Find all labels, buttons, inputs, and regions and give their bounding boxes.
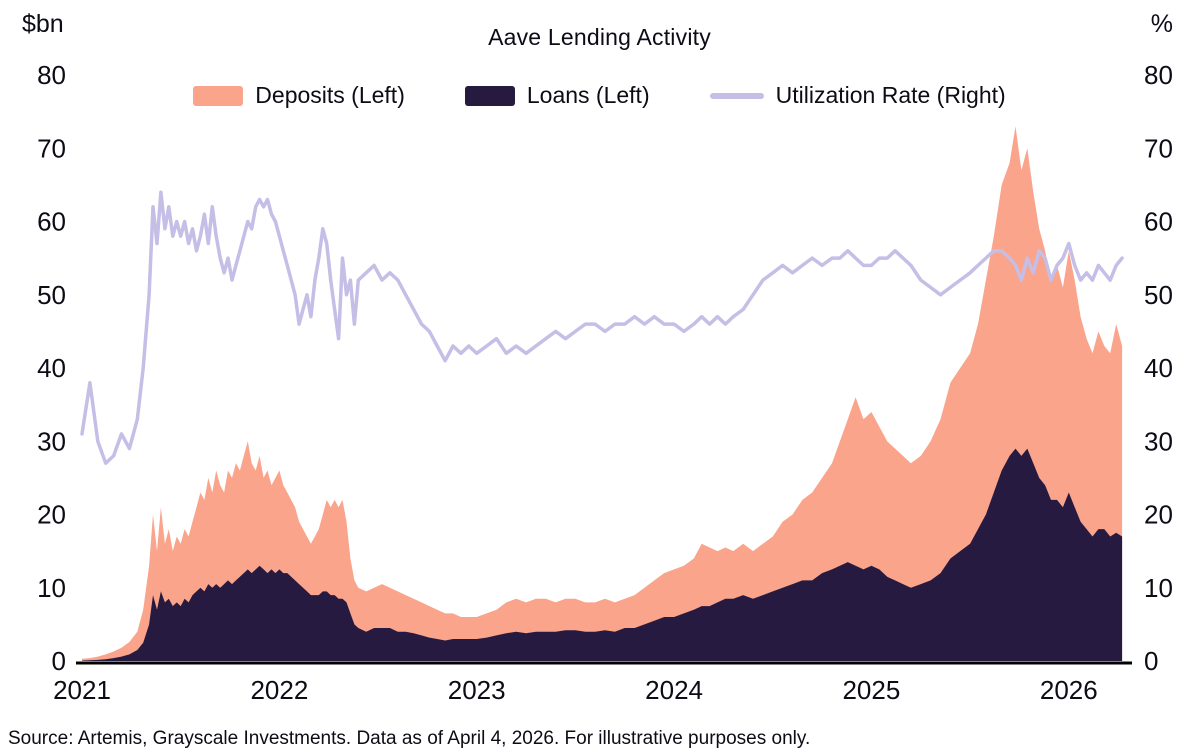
svg-text:70: 70 [1144, 133, 1173, 163]
svg-text:80: 80 [37, 60, 66, 90]
utilization-rate-swatch-icon [709, 92, 764, 99]
loans-swatch-icon [464, 85, 515, 106]
svg-text:2023: 2023 [448, 675, 506, 705]
svg-text:10: 10 [37, 573, 66, 603]
svg-text:30: 30 [37, 426, 66, 456]
svg-text:50: 50 [37, 280, 66, 310]
svg-text:2026: 2026 [1040, 675, 1098, 705]
legend-label-utilization-rate: Utilization Rate (Right) [775, 82, 1006, 108]
legend-item-utilization-rate: Utilization Rate (Right) [709, 82, 1006, 109]
svg-text:10: 10 [1144, 573, 1173, 603]
right-axis-unit-label: % [1150, 10, 1173, 38]
svg-text:2025: 2025 [842, 675, 900, 705]
svg-text:2022: 2022 [250, 675, 308, 705]
legend-item-deposits: Deposits (Left) [193, 82, 405, 109]
chart-title: Aave Lending Activity [488, 24, 711, 50]
svg-text:20: 20 [1144, 500, 1173, 530]
legend-item-loans: Loans (Left) [464, 82, 650, 109]
svg-text:60: 60 [37, 207, 66, 237]
svg-text:2024: 2024 [645, 675, 703, 705]
svg-text:80: 80 [1144, 60, 1173, 90]
svg-text:20: 20 [37, 500, 66, 530]
svg-text:60: 60 [1144, 207, 1173, 237]
svg-text:50: 50 [1144, 280, 1173, 310]
legend-label-loans: Loans (Left) [526, 82, 650, 108]
legend-label-deposits: Deposits (Left) [255, 82, 405, 108]
left-axis-unit-label: $bn [22, 10, 64, 38]
svg-text:70: 70 [37, 133, 66, 163]
svg-text:40: 40 [1144, 353, 1173, 383]
deposits-swatch-icon [193, 85, 244, 106]
svg-text:0: 0 [52, 646, 66, 676]
chart-legend: Deposits (Left) Loans (Left) Utilization… [80, 82, 1119, 109]
svg-text:0: 0 [1144, 646, 1158, 676]
svg-text:30: 30 [1144, 426, 1173, 456]
svg-text:2021: 2021 [53, 675, 111, 705]
svg-text:40: 40 [37, 353, 66, 383]
source-note: Source: Artemis, Grayscale Investments. … [8, 728, 811, 749]
